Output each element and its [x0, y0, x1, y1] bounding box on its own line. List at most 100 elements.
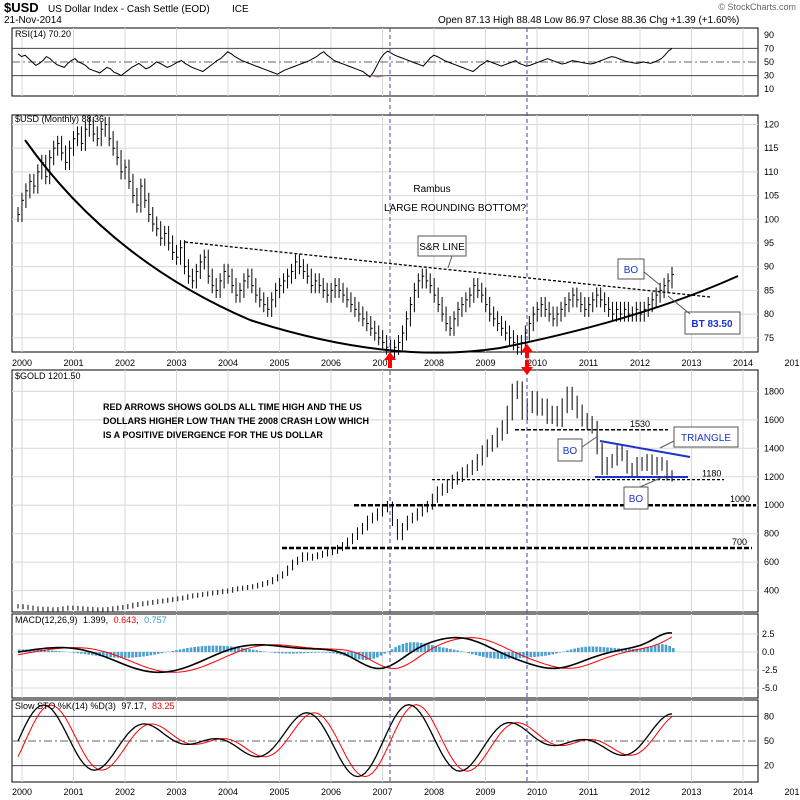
macd-hist-bar — [189, 647, 193, 652]
macd-hist-bar — [354, 652, 357, 659]
author-annotation: Rambus — [413, 184, 450, 195]
usd-year-tick: 2006 — [321, 358, 341, 368]
macd-hist-bar — [438, 646, 441, 652]
macd-hist-bar — [500, 652, 503, 659]
macd-hist-bar — [222, 645, 226, 652]
macd-hist-bar — [598, 646, 602, 652]
symbol-exchange: ICE — [232, 4, 249, 15]
macd-hist-bar — [383, 652, 386, 654]
macd-hist-bar — [346, 652, 350, 657]
sto-d-line — [17, 704, 673, 778]
macd-hist-bar — [394, 647, 397, 652]
macd-hist-bar — [405, 642, 408, 652]
gold-note-line-3: IS A POSITIVE DIVERGENCE FOR THE US DOLL… — [103, 430, 323, 440]
macd-hist-bar — [335, 652, 339, 655]
macd-hist-bar — [511, 652, 514, 659]
macd-hist-bar — [485, 652, 489, 658]
rsi-tick-label: 10 — [764, 84, 774, 94]
gold-note-line-2: DOLLARS HIGHER LOW THAN THE 2008 CRASH L… — [103, 416, 369, 426]
gold-level-label: 1530 — [630, 419, 650, 429]
macd-hist-bar — [306, 652, 310, 653]
sto-k-line — [17, 704, 673, 778]
macd-hist-bar — [233, 646, 237, 652]
macd-hist-bar — [321, 652, 324, 653]
macd-hist-bar — [134, 652, 138, 658]
macd-hist-bar — [423, 643, 427, 652]
macd-hist-bar — [672, 648, 675, 652]
bt-pointer — [667, 295, 691, 315]
macd-hist-bar — [591, 646, 595, 652]
chart-date: 21-Nov-2014 — [4, 15, 62, 26]
usd-year-tick: 2008 — [424, 358, 444, 368]
macd-hist-bar — [357, 652, 361, 660]
usd-year-tick: 2003 — [166, 358, 186, 368]
macd-hist-bar — [646, 647, 650, 652]
macd-hist-bar — [412, 642, 416, 652]
macd-hist-value: 0.757 — [144, 615, 167, 625]
symbol-title: $USD — [4, 0, 39, 15]
macd-hist-bar — [324, 652, 328, 653]
macd-hist-bar — [635, 648, 639, 652]
usd-year-tick: 2013 — [681, 358, 701, 368]
macd-hist-bar — [332, 652, 335, 654]
macd-hist-bar — [160, 652, 164, 654]
macd-hist-bar — [536, 652, 540, 657]
macd-hist-bar — [171, 650, 175, 652]
macd-hist-bar — [313, 652, 317, 653]
macd-hist-bar — [379, 652, 383, 656]
macd-line — [17, 632, 673, 674]
macd-hist-bar — [182, 648, 186, 652]
macd-hist-bar — [522, 652, 525, 658]
macd-hist-bar — [609, 647, 613, 652]
sr-line-pointer — [447, 255, 453, 269]
sto-prefix: Slow STO %K(14) %D(3) — [15, 701, 116, 711]
macd-hist-bar — [123, 652, 127, 658]
macd-hist-bar — [302, 652, 306, 654]
sto-comma: , — [144, 701, 147, 711]
macd-hist-bar — [558, 652, 562, 653]
sto-d-value: 83.25 — [152, 701, 175, 711]
gold-bo2-box — [623, 486, 649, 510]
macd-hist-bar — [259, 650, 262, 652]
macd-hist-bar — [668, 645, 671, 652]
sto-year-tick: 2015 — [784, 787, 800, 797]
macd-hist-bar — [416, 642, 419, 652]
usd-year-tick: 2002 — [115, 358, 135, 368]
macd-hist-bar — [368, 652, 372, 660]
usd-year-tick: 2009 — [475, 358, 495, 368]
bt-annotation: BT 83.50 — [691, 319, 733, 330]
macd-signal-value: 0.643 — [114, 615, 137, 625]
gold-bo1-annotation: BO — [563, 446, 578, 457]
macd-hist-bar — [478, 652, 481, 657]
usd-year-tick: 2005 — [269, 358, 289, 368]
usd-year-tick: 2000 — [12, 358, 32, 368]
macd-hist-bar — [127, 652, 131, 658]
macd-hist-bar — [83, 652, 87, 655]
watermark: © StockCharts.com — [718, 2, 796, 12]
usd-price-tick: 110 — [764, 167, 778, 177]
sto-year-tick: 2008 — [424, 787, 444, 797]
usd-price-tick: 100 — [764, 214, 779, 224]
macd-hist-bar — [460, 651, 463, 652]
gold-bo2-pointer — [639, 475, 666, 488]
gold-bo1-pointer — [581, 435, 599, 448]
macd-hist-bar — [105, 652, 109, 657]
symbol-name: US Dollar Index - Cash Settle (EOD) — [48, 4, 210, 15]
gold-price-tick: 1800 — [764, 386, 784, 396]
sto-year-tick: 2004 — [218, 787, 238, 797]
macd-hist-bar — [606, 647, 609, 652]
macd-hist-bar — [661, 644, 664, 652]
macd-hist-bar — [284, 652, 288, 654]
macd-hist-bar — [109, 652, 112, 658]
macd-hist-bar — [474, 652, 478, 656]
macd-prefix: MACD(12,26,9) — [15, 615, 78, 625]
usd-label: $USD (Monthly) 88.36 — [15, 114, 104, 124]
sto-year-tick: 2013 — [681, 787, 701, 797]
sto-year-tick: 2000 — [12, 787, 32, 797]
gold-level-label: 1180 — [702, 469, 721, 479]
macd-hist-bar — [211, 645, 215, 652]
gold-price-tick: 400 — [764, 586, 779, 596]
macd-hist-bar — [255, 650, 259, 652]
macd-hist-bar — [328, 652, 332, 654]
gold-price-tick: 1200 — [764, 472, 784, 482]
